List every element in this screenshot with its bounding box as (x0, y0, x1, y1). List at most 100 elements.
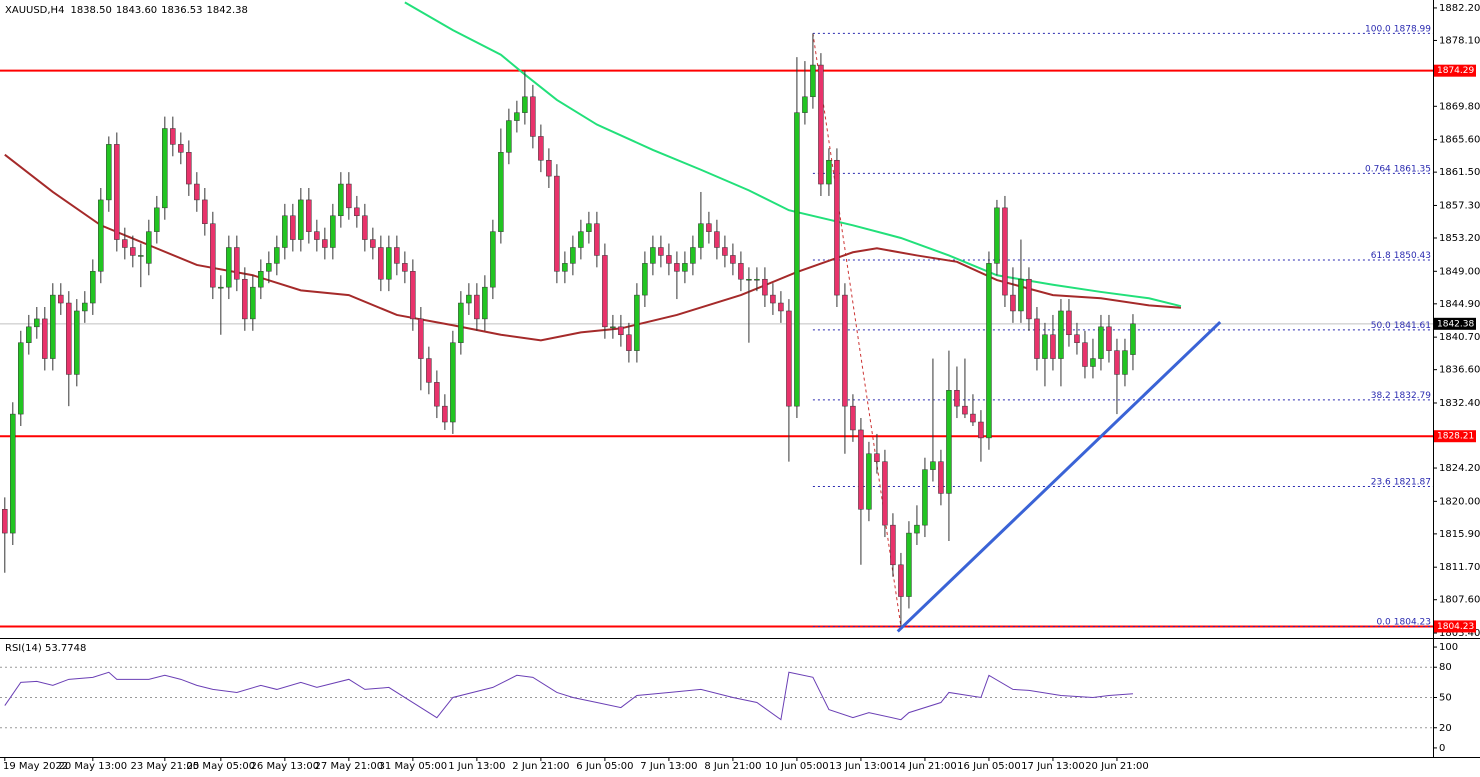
x-tick-label: 27 May 21:00 (315, 761, 384, 772)
last-price-tag (1434, 317, 1476, 330)
y-tick-label: 1832.40 (1439, 398, 1480, 409)
candle-body (298, 199, 304, 240)
candle-body (18, 342, 24, 415)
y-tick-label: 1865.60 (1439, 135, 1480, 146)
candle-body (1130, 323, 1136, 355)
candle-body (906, 532, 912, 597)
candle-body (866, 453, 872, 510)
candle-body (2, 509, 8, 534)
candle-body (498, 152, 504, 232)
y-tick-label: 1849.00 (1439, 266, 1480, 277)
fib-ratio: 61.8 (1371, 250, 1391, 260)
level-tag (1434, 64, 1476, 77)
fib-level-label: 100.0 1878.99 (1365, 24, 1431, 34)
candle-body (834, 159, 840, 296)
candle-body (322, 239, 328, 248)
candle-body (178, 144, 184, 153)
candle-body (218, 286, 224, 289)
candle-body (554, 175, 560, 272)
candle-body (850, 405, 856, 431)
candle-body (258, 271, 264, 288)
candle-body (426, 358, 432, 383)
candle-body (954, 390, 960, 407)
fib-ratio: 23.6 (1371, 477, 1391, 487)
chart-header: XAUUSD,H4 1838.50 1843.60 1836.53 1842.38 (5, 5, 248, 16)
level-tag (1434, 430, 1476, 443)
x-tick-label: 7 Jun 13:00 (640, 761, 697, 772)
candle-body (98, 199, 104, 272)
fib-price: 1841.61 (1394, 320, 1431, 330)
candle-body (586, 223, 592, 232)
moving-average (404, 1, 1182, 308)
candle-body (106, 144, 112, 201)
candle-body (346, 183, 352, 209)
candle-body (914, 524, 920, 534)
candle-body (306, 199, 312, 232)
candle-body (690, 247, 696, 264)
candle-body (882, 461, 888, 526)
fib-price: 1878.99 (1394, 24, 1431, 34)
y-tick-label: 1807.60 (1439, 595, 1480, 606)
axes: 1882.20 1878.10 1869.80 1865.60 1861.50 1857.… (3, 3, 1480, 772)
y-tick-label: 1840.70 (1439, 332, 1480, 343)
candle-body (706, 223, 712, 232)
y-tick-label: 1811.70 (1439, 562, 1480, 573)
candle-body (1098, 326, 1104, 359)
candle-body (682, 263, 688, 272)
x-tick-label: 8 Jun 21:00 (704, 761, 761, 772)
candle-body (746, 278, 752, 281)
candle-body (1034, 318, 1040, 359)
y-tick-label: 1853.20 (1439, 233, 1480, 244)
level-tag-label: 1804.23 (1437, 622, 1474, 632)
y-tick-label: 1857.30 (1439, 200, 1480, 211)
y-tick-label: 1820.00 (1439, 496, 1480, 507)
candle-body (674, 263, 680, 272)
candle-body (266, 263, 272, 272)
candle-body (1082, 342, 1088, 367)
x-tick-label: 31 May 05:00 (379, 761, 448, 772)
candle-body (570, 247, 576, 264)
candle-body (226, 247, 232, 288)
candle-body (1002, 207, 1008, 296)
x-tick-label: 10 Jun 05:00 (765, 761, 829, 772)
candle-body (490, 231, 496, 288)
fib-swing-line (812, 33, 902, 627)
x-tick-label: 2 Jun 21:00 (512, 761, 569, 772)
candle-body (330, 215, 336, 248)
candle-body (578, 231, 584, 248)
candle-body (482, 286, 488, 320)
candle-body (82, 302, 88, 312)
candle-body (714, 231, 720, 248)
candle-body (410, 271, 416, 320)
x-tick-label: 17 Jun 13:00 (1021, 761, 1085, 772)
level-tag (1434, 620, 1476, 633)
x-tick-label: 13 Jun 13:00 (829, 761, 893, 772)
candle-body (698, 223, 704, 248)
x-tick-label: 23 May 21:00 (131, 761, 200, 772)
candle-body (162, 128, 168, 209)
candle-body (458, 302, 464, 343)
fib-ratio: 0.0 (1376, 617, 1391, 627)
x-tick-label: 19 May 2022 (3, 761, 68, 772)
candle-body (722, 247, 728, 256)
fib-price: 1861.35 (1394, 164, 1431, 174)
candle-body (378, 247, 384, 280)
candle-body (962, 405, 968, 415)
candle-body (74, 310, 80, 375)
candle-body (290, 215, 296, 240)
candle-body (666, 255, 672, 264)
candle-body (754, 278, 760, 281)
fib-level-label: 38.2 1832.79 (1371, 390, 1432, 400)
candle-body (194, 183, 200, 201)
candle-body (362, 215, 368, 240)
candle-body (466, 294, 472, 304)
y-tick-label: 1824.20 (1439, 463, 1480, 474)
x-tick-label: 25 May 05:00 (187, 761, 256, 772)
candle-body (130, 247, 136, 256)
candle-body (938, 461, 944, 494)
x-tick-label: 26 May 13:00 (251, 761, 320, 772)
fib-price: 1804.23 (1394, 617, 1431, 627)
